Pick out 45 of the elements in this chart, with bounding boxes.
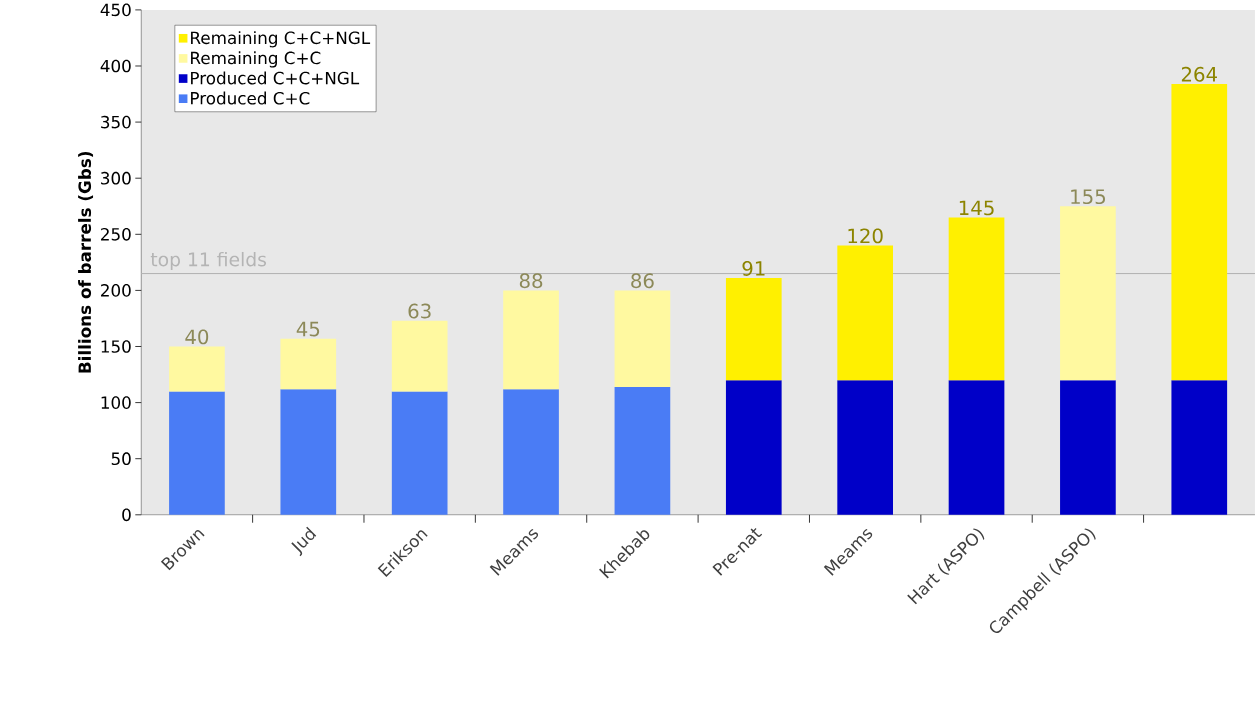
bar [948, 380, 1005, 515]
y-tick-label: 50 [111, 452, 131, 466]
bar [280, 338, 337, 390]
y-tick-label: 0 [122, 508, 131, 522]
data-label: 264 [1181, 67, 1217, 82]
bar [503, 389, 559, 515]
y-tick-label: 450 [100, 3, 131, 17]
bar [169, 391, 225, 515]
data-label: 155 [1071, 189, 1105, 205]
bar [948, 217, 1005, 381]
y-tick-label: 300 [101, 171, 131, 185]
bar [1171, 84, 1228, 381]
bar [614, 387, 671, 515]
legend-label: Produced C+C [191, 91, 310, 105]
y-tick-label: 400 [100, 59, 131, 73]
bar [837, 245, 893, 381]
bar [503, 290, 559, 390]
bar [169, 346, 225, 392]
bar [837, 380, 893, 515]
data-label: 86 [631, 273, 654, 289]
data-label: 145 [959, 200, 994, 216]
data-label: 63 [408, 303, 431, 319]
y-tick-label: 350 [101, 115, 131, 129]
y-tick-label: 150 [101, 340, 131, 353]
bar [614, 290, 671, 388]
bar [280, 389, 337, 515]
data-label: 88 [519, 273, 543, 289]
data-label: 45 [296, 321, 320, 337]
bar [391, 320, 448, 392]
data-label: 91 [742, 261, 765, 277]
data-label: 120 [848, 228, 883, 244]
legend-label: Produced C+C+NGL [191, 71, 360, 85]
data-label: 40 [185, 329, 209, 345]
legend-label: Remaining C+C+NGL [191, 31, 371, 48]
y-axis-title: Billions of barrels (Gbs) [78, 152, 94, 373]
legend-label: Remaining C+C [191, 51, 321, 68]
bar [725, 380, 782, 515]
bar [1171, 380, 1228, 515]
bar [1060, 380, 1116, 515]
bar [1060, 206, 1116, 381]
bar [725, 278, 782, 381]
bar [391, 391, 448, 515]
y-tick-label: 250 [101, 228, 131, 241]
y-tick-label: 200 [101, 284, 131, 297]
y-tick-label: 100 [101, 396, 131, 410]
